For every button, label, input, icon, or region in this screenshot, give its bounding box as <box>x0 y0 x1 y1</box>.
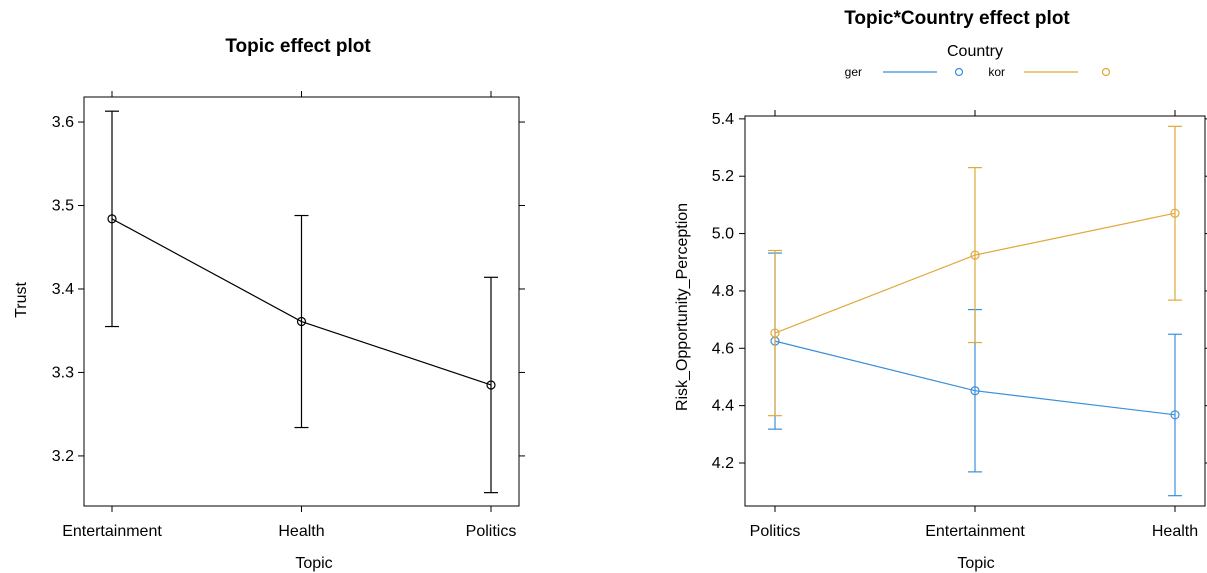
chart2-title: Topic*Country effect plot <box>844 8 1070 29</box>
chart2-x-tick-label: Politics <box>750 523 801 540</box>
legend-label-kor: kor <box>988 65 1005 79</box>
legend-label-ger: ger <box>845 65 862 79</box>
chart2-series-kor-point <box>1170 208 1180 218</box>
chart2-y-tick-label: 4.2 <box>712 455 734 472</box>
chart2-series-ger-point <box>1170 410 1180 420</box>
chart1-x-tick-label: Health <box>278 523 324 540</box>
chart2-y-tick-label: 4.6 <box>712 340 734 357</box>
chart2-y-tick-label: 5.2 <box>712 168 734 185</box>
chart-marks: 3.2 3.3 3.4 3.5 3.6 Entertainment Health Politi… <box>52 65 1207 540</box>
chart1-y-tick-label: 3.4 <box>52 281 74 298</box>
chart2-y-tick-label: 4.4 <box>712 398 734 415</box>
chart2-y-tick-label: 4.8 <box>712 283 734 300</box>
chart1-x-tick-label: Entertainment <box>62 523 162 540</box>
legend-marker-kor <box>1101 67 1111 77</box>
chart2-series-ger-point <box>970 386 980 396</box>
chart1-y-tick-label: 3.5 <box>52 198 74 215</box>
chart2-legend-title: Country <box>947 43 1003 60</box>
chart2-x-tick-label: Entertainment <box>925 523 1025 540</box>
chart1-title: Topic effect plot <box>225 36 371 57</box>
chart2-y-tick-label: 5.4 <box>712 111 734 128</box>
chart1-x-tick-label: Politics <box>466 523 517 540</box>
chart2-series-kor-line <box>774 212 1176 334</box>
chart1-x-axis-label: Topic <box>295 555 332 572</box>
chart1-series-main-point <box>296 316 307 327</box>
chart1-y-tick-label: 3.2 <box>52 448 74 465</box>
chart1-y-tick-label: 3.3 <box>52 364 74 381</box>
chart1-y-axis-label: Trust <box>13 282 30 318</box>
legend-marker-ger <box>954 67 964 77</box>
chart2-series-ger-line <box>774 340 1176 416</box>
chart2-y-axis-label: Risk_Opportunity_Perception <box>674 203 691 411</box>
chart2-x-axis-label: Topic <box>957 555 994 572</box>
chart2-x-tick-label: Health <box>1152 523 1198 540</box>
chart1-series-main-point <box>107 214 117 224</box>
chart1-series-main-point <box>486 380 496 390</box>
chart2-y-tick-label: 5.0 <box>712 226 734 243</box>
chart2-series-kor-point <box>970 250 980 260</box>
chart1-series-main-line <box>111 218 492 386</box>
chart1-y-tick-label: 3.6 <box>52 114 74 131</box>
chart2-series-kor-point <box>770 328 780 338</box>
